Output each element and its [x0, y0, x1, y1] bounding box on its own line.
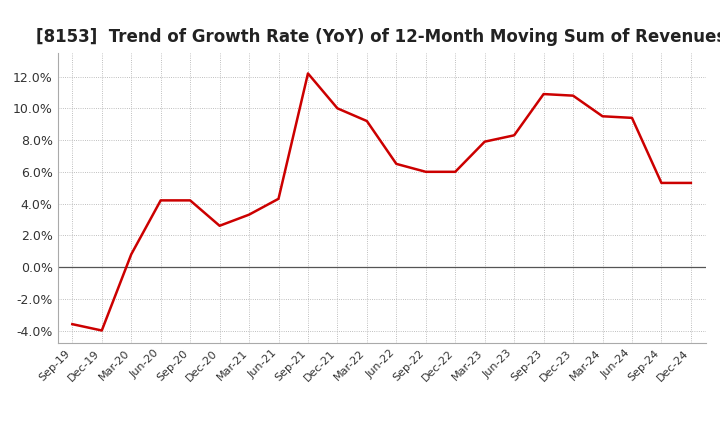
Title: [8153]  Trend of Growth Rate (YoY) of 12-Month Moving Sum of Revenues: [8153] Trend of Growth Rate (YoY) of 12-… [37, 28, 720, 46]
